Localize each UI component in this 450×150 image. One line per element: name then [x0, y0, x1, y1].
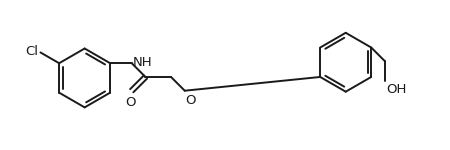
Text: O: O	[186, 94, 196, 107]
Text: O: O	[126, 96, 136, 109]
Text: Cl: Cl	[26, 45, 39, 58]
Text: NH: NH	[133, 56, 153, 69]
Text: OH: OH	[386, 83, 406, 96]
